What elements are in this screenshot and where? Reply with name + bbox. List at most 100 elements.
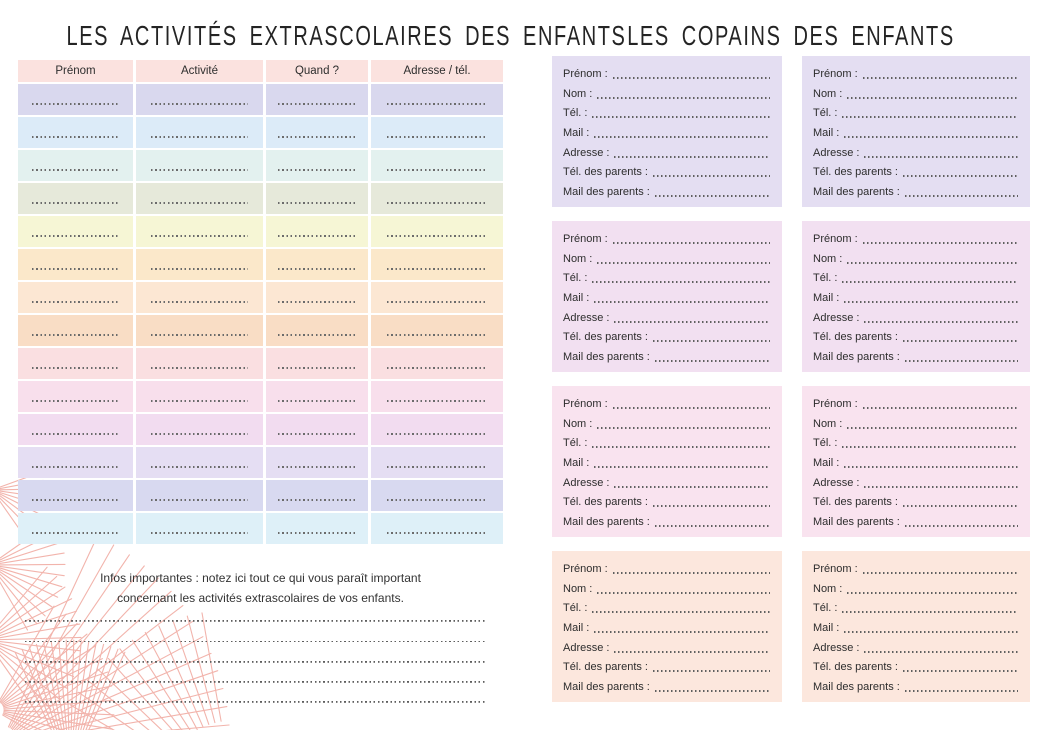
dotted-write-line [151,301,248,303]
field-label: Mail des parents : [813,515,900,528]
field-label: Mail : [563,621,590,634]
dotted-write-line [862,242,1018,244]
dotted-write-line [386,235,488,237]
friend-card: Prénom : Nom : Tél. : Mail : Adresse : Tél. d… [552,56,782,207]
dotted-write-line [151,433,248,435]
dotted-write-line [847,261,1018,264]
table-row [18,282,503,313]
dotted-write-line [386,532,488,534]
dotted-write-line [278,103,356,105]
table-cell [18,513,133,544]
field-label: Tél. : [813,602,838,615]
dotted-write-line [654,524,770,527]
field-label: Tél. des parents : [563,331,648,344]
card-field: Tél. des parents : [813,327,1018,343]
table-cell [371,381,503,412]
dotted-write-line [31,466,120,468]
dotted-write-line [278,499,356,501]
field-label: Tél. : [563,602,588,615]
table-cell [136,513,263,544]
field-label: Adresse : [563,311,610,324]
field-label: Adresse : [813,476,860,489]
card-field: Mail des parents : [813,347,1018,363]
dotted-write-line [31,235,120,237]
field-label: Mail des parents : [563,680,650,693]
dotted-write-line [844,465,1018,468]
friends-cards-grid: Prénom : Nom : Tél. : Mail : Adresse : Tél. d… [552,56,1030,702]
card-field: Mail des parents : [563,182,770,198]
card-field: Nom : [563,84,770,100]
friend-card: Prénom : Nom : Tél. : Mail : Adresse : Tél. d… [802,56,1030,207]
dotted-write-line [904,359,1018,362]
right-page-title: LES COPAINS DES ENFANTS [627,20,955,52]
dotted-write-line [597,96,770,99]
dotted-write-line [592,446,770,449]
table-row [18,480,503,511]
table-cell [266,216,368,247]
dotted-write-line [25,662,485,683]
card-field: Prénom : [813,64,1018,80]
dotted-write-line [597,261,770,264]
dotted-write-line [151,268,248,270]
dotted-write-line [597,591,770,594]
field-label: Nom : [813,87,843,100]
dotted-write-line [847,96,1018,99]
table-cell [136,84,263,115]
dotted-write-line [278,301,356,303]
dotted-write-line [614,485,770,488]
table-row [18,117,503,148]
dotted-write-line [386,136,488,138]
card-field: Tél. : [563,268,770,284]
table-row [18,381,503,412]
dotted-write-line [904,689,1018,692]
dotted-write-line [612,242,770,244]
dotted-write-line [25,622,485,643]
dotted-write-line [278,235,356,237]
dotted-write-line [151,169,248,171]
dotted-write-line [386,400,488,402]
table-cell [371,513,503,544]
field-label: Mail des parents : [563,350,650,363]
dotted-write-line [844,300,1018,303]
dotted-write-line [31,301,120,303]
dotted-write-line [844,630,1018,633]
field-label: Mail : [813,126,840,139]
field-label: Mail : [563,291,590,304]
dotted-write-line [386,169,488,171]
dotted-write-line [151,400,248,402]
dotted-write-line [31,202,120,204]
dotted-write-line [862,407,1018,409]
field-label: Nom : [563,87,593,100]
dotted-write-line [654,359,770,362]
table-cell [371,282,503,313]
table-cell [266,150,368,181]
card-field: Tél. : [563,433,770,449]
activities-table-body [18,84,503,544]
notes-caption: Infos importantes : notez ici tout ce qu… [18,568,503,608]
field-label: Tél. : [563,107,588,120]
column-header: Quand ? [266,60,368,82]
dotted-write-line [904,194,1018,197]
dotted-write-line [903,670,1018,673]
field-label: Mail : [813,456,840,469]
field-label: Tél. : [563,272,588,285]
dotted-write-line [594,630,770,633]
dotted-write-line [151,367,248,369]
table-row [18,150,503,181]
dotted-write-line [594,300,770,303]
table-cell [136,447,263,478]
dotted-write-line [31,367,120,369]
dotted-write-line [594,135,770,138]
card-field: Mail des parents : [563,347,770,363]
field-label: Prénom : [563,398,608,410]
card-field: Tél. : [813,103,1018,119]
dotted-write-line [151,136,248,138]
dotted-write-line [31,532,120,534]
field-label: Tél. : [813,437,838,450]
card-field: Nom : [813,579,1018,595]
dotted-write-line [862,572,1018,574]
table-cell [371,348,503,379]
field-label: Mail des parents : [563,185,650,198]
card-field: Adresse : [813,473,1018,489]
card-field: Mail des parents : [813,182,1018,198]
